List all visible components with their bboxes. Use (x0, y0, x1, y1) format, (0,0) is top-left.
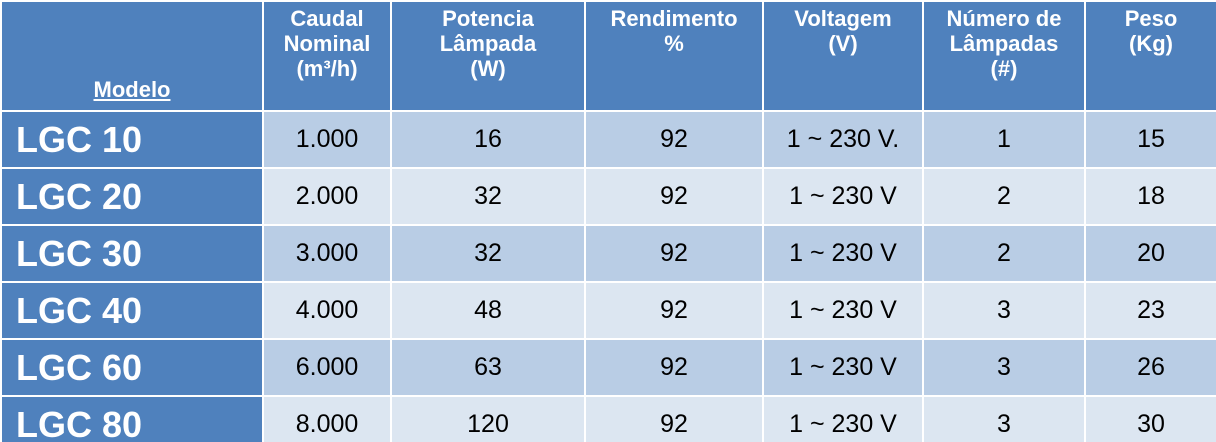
model-cell: LGC 30 (0, 224, 264, 283)
table-cell: 26 (1084, 338, 1216, 397)
table-cell: 6.000 (262, 338, 392, 397)
table-cell: 1 ~ 230 V (762, 338, 924, 397)
header-text: (Kg) (1129, 31, 1173, 56)
table-cell: 4.000 (262, 281, 392, 340)
table-row: LGC 10 1.000 16 92 1 ~ 230 V. 1 15 (0, 110, 1216, 169)
table-cell: 15 (1084, 110, 1216, 169)
table-cell: 32 (390, 224, 586, 283)
table-cell: 1 ~ 230 V (762, 395, 924, 442)
header-row: Modelo Caudal Nominal (m³/h) Potencia Lâmpada… (0, 0, 1216, 112)
table-cell: 92 (584, 167, 764, 226)
table-cell: 92 (584, 338, 764, 397)
table-cell: 2.000 (262, 167, 392, 226)
table-cell: 30 (1084, 395, 1216, 442)
header-cell: Rendimento% (584, 0, 764, 112)
header-text: Número de (946, 6, 1062, 31)
table-cell: 3 (922, 281, 1086, 340)
table-cell: 1 ~ 230 V. (762, 110, 924, 169)
table-cell: 23 (1084, 281, 1216, 340)
header-text: Modelo (93, 77, 171, 102)
table-cell: 1 ~ 230 V (762, 224, 924, 283)
header-text: (V) (828, 31, 858, 56)
table-row: LGC 30 3.000 32 92 1 ~ 230 V 2 20 (0, 224, 1216, 283)
header-text: (#) (990, 56, 1018, 81)
header-cell: Voltagem (V) (762, 0, 924, 112)
header-text: Caudal (290, 6, 364, 31)
header-cell: Peso (Kg) (1084, 0, 1216, 112)
table-cell: 1.000 (262, 110, 392, 169)
header-text: (W) (470, 56, 506, 81)
header-cell: Caudal Nominal (m³/h) (262, 0, 392, 112)
model-cell: LGC 40 (0, 281, 264, 340)
model-cell: LGC 60 (0, 338, 264, 397)
table-row: LGC 40 4.000 48 92 1 ~ 230 V 3 23 (0, 281, 1216, 340)
table-row: LGC 80 8.000 120 92 1 ~ 230 V 3 30 (0, 395, 1216, 442)
table-cell: 3 (922, 395, 1086, 442)
table-cell: 18 (1084, 167, 1216, 226)
table-row: LGC 60 6.000 63 92 1 ~ 230 V 3 26 (0, 338, 1216, 397)
header-cell: Potencia Lâmpada (W) (390, 0, 586, 112)
header-text: Voltagem (794, 6, 892, 31)
header-text: Peso (1124, 6, 1178, 31)
table-cell: 1 ~ 230 V (762, 167, 924, 226)
header-cell: Número de Lâmpadas (#) (922, 0, 1086, 112)
header-text: Lâmpada (439, 31, 537, 56)
table-cell: 20 (1084, 224, 1216, 283)
table-cell: 92 (584, 281, 764, 340)
model-cell: LGC 80 (0, 395, 264, 442)
table-cell: 92 (584, 110, 764, 169)
table-cell: 3.000 (262, 224, 392, 283)
table-cell: 1 (922, 110, 1086, 169)
header-text: % (664, 31, 684, 56)
header-cell: Modelo (0, 0, 264, 112)
table-cell: 92 (584, 395, 764, 442)
model-cell: LGC 10 (0, 110, 264, 169)
header-text: Nominal (283, 31, 371, 56)
table-cell: 16 (390, 110, 586, 169)
model-cell: LGC 20 (0, 167, 264, 226)
table-cell: 92 (584, 224, 764, 283)
header-text: Lâmpadas (949, 31, 1059, 56)
table-row: LGC 20 2.000 32 92 1 ~ 230 V 2 18 (0, 167, 1216, 226)
header-text: Potencia (442, 6, 534, 31)
table-body: LGC 10 1.000 16 92 1 ~ 230 V. 1 15 LGC 20 2.000 3… (0, 110, 1216, 442)
table-cell: 63 (390, 338, 586, 397)
table-cell: 48 (390, 281, 586, 340)
header-text: (m³/h) (296, 56, 358, 81)
table-cell: 2 (922, 224, 1086, 283)
table-cell: 1 ~ 230 V (762, 281, 924, 340)
table-cell: 8.000 (262, 395, 392, 442)
table-cell: 120 (390, 395, 586, 442)
table-cell: 32 (390, 167, 586, 226)
table-cell: 2 (922, 167, 1086, 226)
header-text: Rendimento (610, 6, 738, 31)
table-cell: 3 (922, 338, 1086, 397)
